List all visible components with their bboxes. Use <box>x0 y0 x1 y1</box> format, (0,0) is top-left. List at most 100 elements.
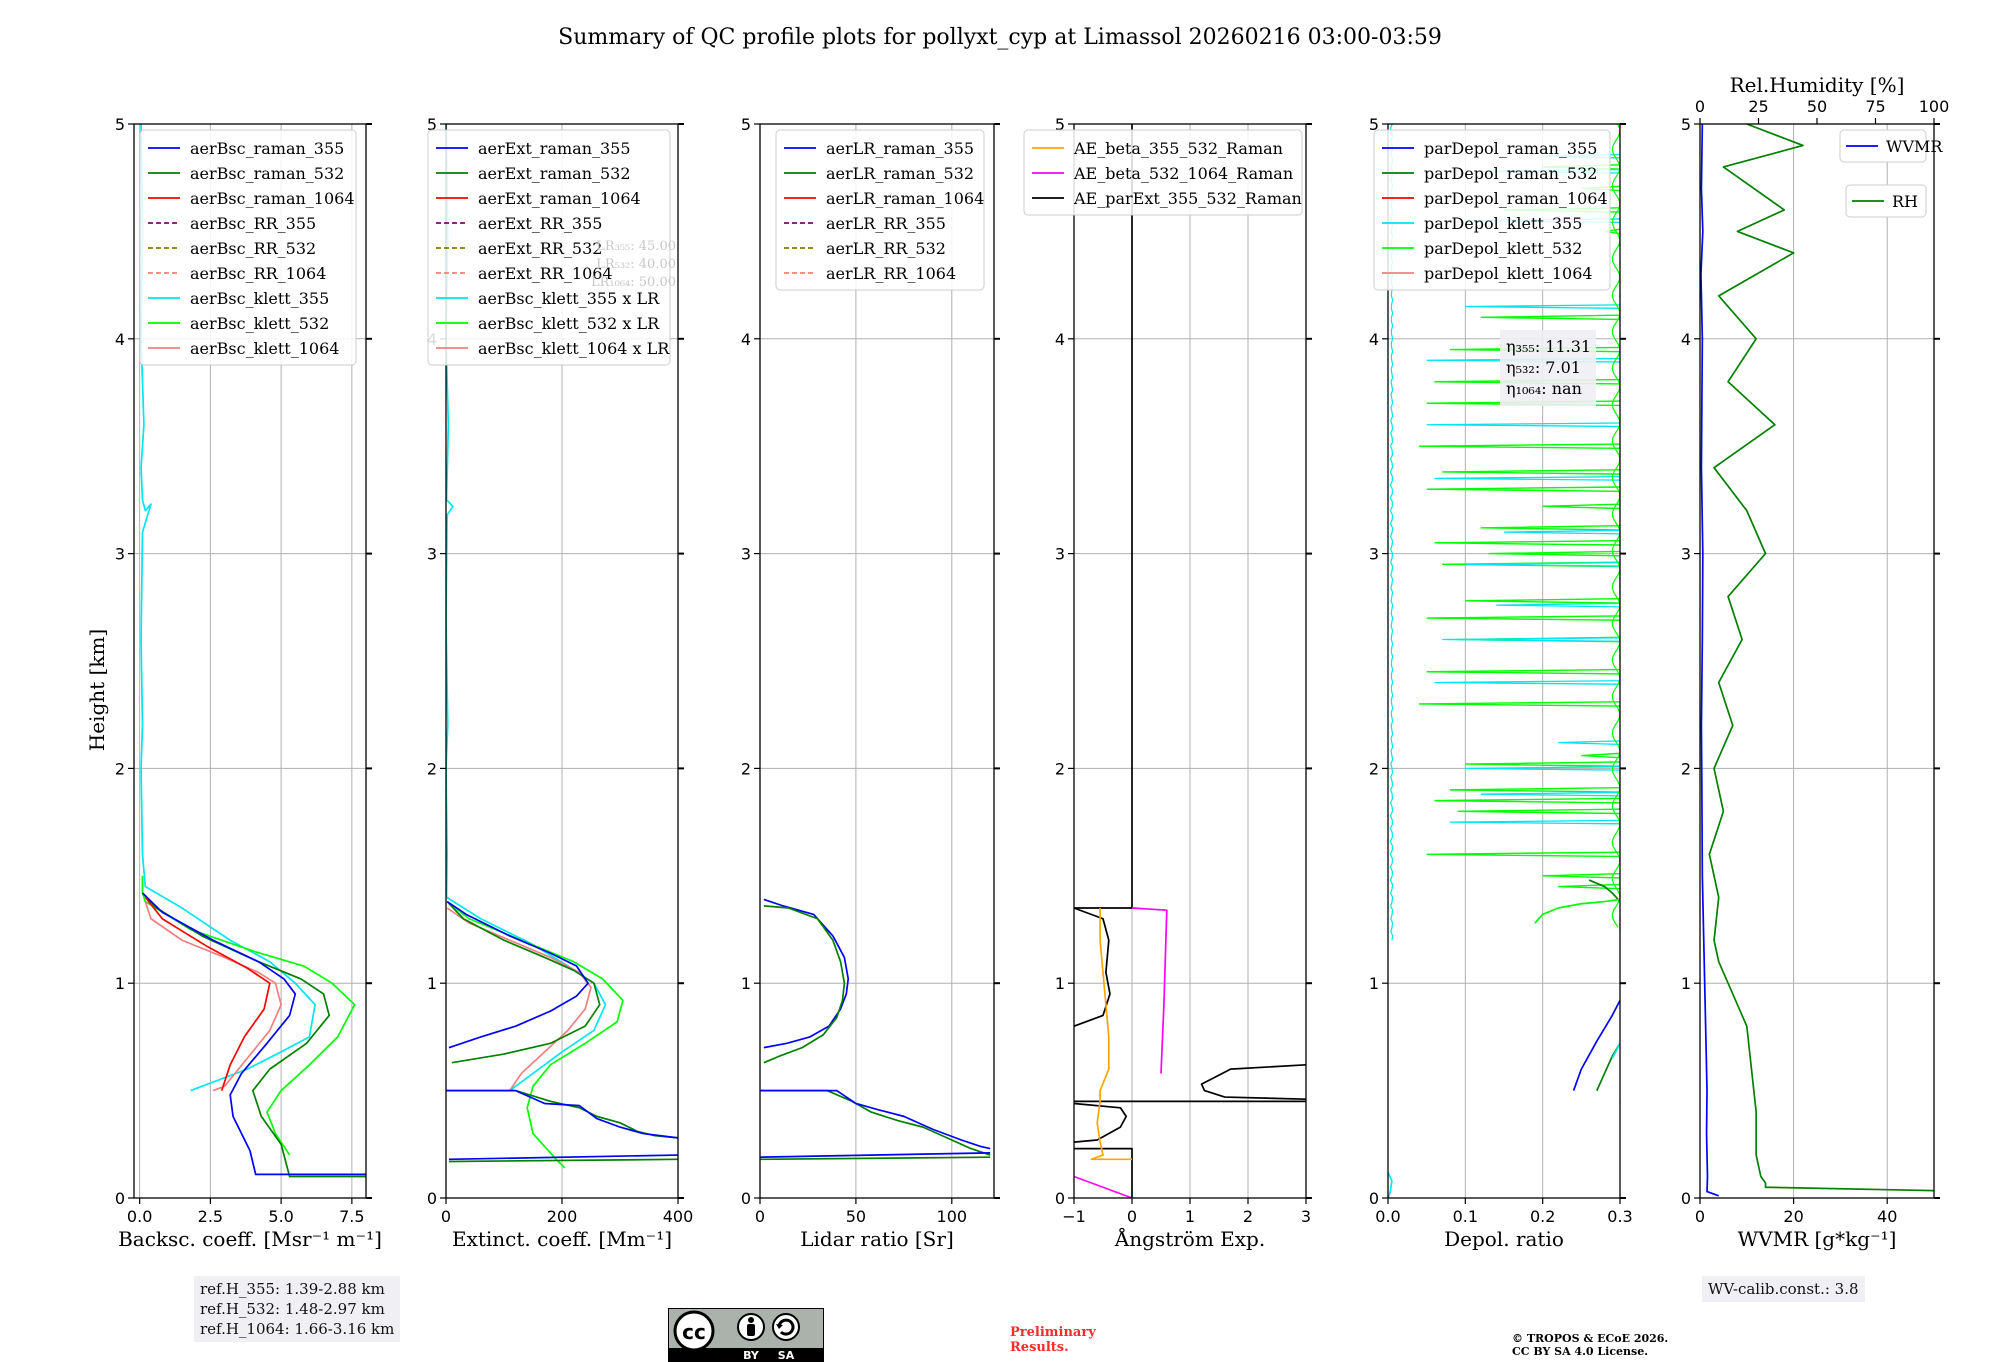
depol-spike-532 <box>1465 761 1620 767</box>
legend-label: AE_parExt_355_532_Raman <box>1073 189 1302 208</box>
panel-wv: 0 20 40 0 1 2 3 4 5 WVMR [g*kg⁻¹] 0 25 50 75 100 Rel.Hu… <box>1681 73 1949 1251</box>
depol-spike-532 <box>1426 615 1620 621</box>
legend-label: parDepol_klett_355 <box>1424 214 1582 233</box>
y-tick-label: 3 <box>115 545 125 564</box>
lr-overlay-text: LR₅₃₂: 40.00 <box>596 257 676 272</box>
plot-area-bsc <box>140 124 366 1178</box>
depol-spike-355 <box>1465 304 1620 309</box>
axes-frame <box>759 123 995 1199</box>
depol-spike-532 <box>1542 503 1620 510</box>
depol-spike-532 <box>1418 443 1620 450</box>
y-tick-label: 2 <box>1055 759 1065 778</box>
x-tick-label: 0.0 <box>1375 1207 1400 1226</box>
y-tick-label: 2 <box>427 759 437 778</box>
y-axis-label: Height [km] <box>85 629 109 751</box>
legend-label: WVMR <box>1886 137 1943 156</box>
legend-box <box>427 129 671 366</box>
legend: WVMR RH <box>1839 129 1943 218</box>
x-tick-label: 7.5 <box>339 1207 364 1226</box>
top-x-tick-label: 25 <box>1748 97 1768 116</box>
y-tick-label: 2 <box>741 759 751 778</box>
depol-spike-532 <box>1426 486 1620 493</box>
legend-label: aerBsc_klett_1064 <box>190 339 339 358</box>
copyright-line-1: © TROPOS & ECoE 2026. <box>1512 1332 1669 1345</box>
depol-spike-532 <box>1581 752 1620 759</box>
plot-area-lr <box>760 898 991 1161</box>
x-tick-label: 0 <box>1695 1207 1705 1226</box>
legend-label: parDepol_klett_532 <box>1424 239 1582 258</box>
x-tick-label: 50 <box>846 1207 866 1226</box>
y-tick-label: 3 <box>741 545 751 564</box>
legend-label: aerBsc_klett_355 <box>190 289 329 308</box>
legend-box <box>1839 129 1927 163</box>
legend-label: aerBsc_raman_1064 <box>190 189 355 208</box>
depol-spike-532 <box>1457 808 1620 815</box>
figure-title: Summary of QC profile plots for pollyxt_… <box>558 25 1442 50</box>
top-x-axis-label: Rel.Humidity [%] <box>1730 73 1905 97</box>
panel-depol: 0.0 0.1 0.2 0.3 0 1 2 3 4 5 Depol. ratio parDepol_r… <box>1369 115 1633 1251</box>
legend-label: parDepol_raman_355 <box>1424 139 1597 158</box>
series-line-aerLR_raman_532_base <box>760 1156 991 1161</box>
legend-label: AE_beta_355_532_Raman <box>1073 139 1283 158</box>
y-tick-label: 1 <box>741 974 751 993</box>
legend-label: aerLR_raman_532 <box>826 164 974 183</box>
legend-label: aerBsc_klett_1064 x LR <box>478 339 670 358</box>
series-line-aerLR_raman_355_low <box>760 1089 991 1150</box>
x-tick-label: 20 <box>1783 1207 1803 1226</box>
series-line-RH <box>1708 124 1934 1192</box>
y-tick-label: 3 <box>427 545 437 564</box>
y-tick-label: 3 <box>1055 545 1065 564</box>
depol-spike-532 <box>1418 701 1620 707</box>
series-line-aerBsc_raman_532 <box>141 892 366 1178</box>
eta-box: η₃₅₅: 11.31 η₅₃₂: 7.01 η₁₀₆₄: nan <box>1500 330 1596 406</box>
y-tick-label: 2 <box>115 759 125 778</box>
series-line-aerBsc_raman_355 <box>141 892 366 1176</box>
series-line-WVMR <box>1700 124 1720 1197</box>
y-tick-label: 0 <box>115 1189 125 1208</box>
y-tick-label: 1 <box>1681 974 1691 993</box>
series-line-aerExt_raman_355_base <box>448 1154 678 1161</box>
x-tick-label: 2.5 <box>198 1207 223 1226</box>
y-tick-label: 1 <box>1055 974 1065 993</box>
x-axis-label: Ångström Exp. <box>1114 1226 1265 1251</box>
top-x-tick-label: 50 <box>1807 97 1827 116</box>
depol-spike-355 <box>1442 637 1620 642</box>
depol-spike-532 <box>1480 524 1620 531</box>
series-line-aerBsc_klett_1064 <box>144 901 282 1092</box>
legend-label: aerLR_RR_355 <box>826 214 946 233</box>
legend-label: aerBsc_raman_532 <box>190 164 344 183</box>
depol-spike-355 <box>1465 561 1620 567</box>
x-tick-label: 1 <box>1185 1207 1195 1226</box>
legend-label: aerBsc_klett_532 x LR <box>478 314 660 333</box>
x-tick-label: 200 <box>547 1207 578 1226</box>
series-line-aerBsc_klett_355 <box>140 124 316 1092</box>
x-axis-label: Extinct. coeff. [Mm⁻¹] <box>452 1227 672 1251</box>
x-tick-label: 0 <box>1127 1207 1137 1226</box>
legend-label: aerExt_RR_1064 <box>478 264 613 283</box>
series-line-parDepol_klett_532_low <box>1534 898 1620 924</box>
depol-spike-532 <box>1449 787 1620 793</box>
series-line-aerBsc_klett_532 <box>141 875 356 1156</box>
axes-frame <box>1699 123 1935 1199</box>
depol-spike-532 <box>1442 469 1620 475</box>
plot-area-ae <box>1074 124 1306 1198</box>
series-line-aerExt_raman_355_low <box>446 1089 678 1139</box>
ref-line-1064: ref.H_1064: 1.66-3.16 km <box>200 1320 395 1338</box>
depol-spike-532 <box>1426 851 1620 858</box>
y-tick-label: 1 <box>427 974 437 993</box>
x-axis-label: Backsc. coeff. [Msr⁻¹ m⁻¹] <box>118 1227 382 1251</box>
y-tick-label: 5 <box>1369 115 1379 134</box>
legend-label: aerExt_RR_355 <box>478 214 602 233</box>
copyright-line-2: CC BY SA 4.0 License. <box>1512 1345 1649 1358</box>
depol-spike-532 <box>1434 540 1620 546</box>
legend-label: aerExt_raman_1064 <box>478 189 641 208</box>
x-axis-label: Depol. ratio <box>1444 1227 1564 1251</box>
legend-label: aerLR_RR_532 <box>826 239 946 258</box>
x-axis-label: Lidar ratio [Sr] <box>800 1227 954 1251</box>
y-tick-label: 1 <box>1369 974 1379 993</box>
depol-spike-532 <box>1480 314 1620 321</box>
y-tick-label: 5 <box>115 115 125 134</box>
ref-line-532: ref.H_532: 1.48-2.97 km <box>200 1300 385 1318</box>
series-line-aerExt_raman_532 <box>446 900 601 1064</box>
